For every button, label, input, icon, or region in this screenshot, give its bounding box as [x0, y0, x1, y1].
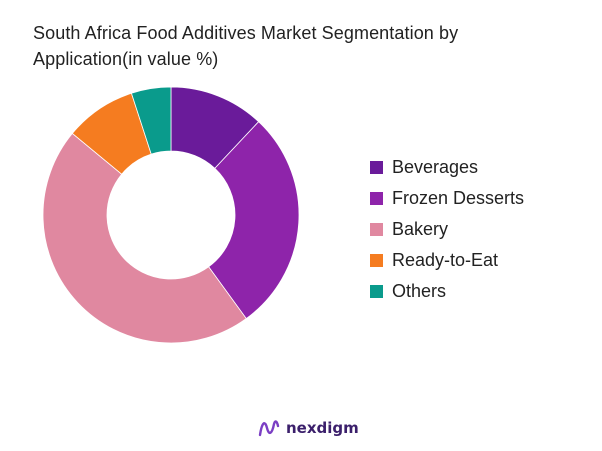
nexdigm-logo-icon: [258, 420, 280, 437]
legend-label: Frozen Desserts: [392, 188, 525, 208]
donut-slice-frozen-desserts: [208, 121, 300, 320]
legend-swatch: [370, 285, 383, 298]
legend-swatch: [370, 192, 383, 205]
legend-item-ready-to-eat: Ready-to-Eat: [370, 245, 524, 276]
brand-footer: nexdigm: [258, 418, 359, 438]
legend-item-beverages: Beverages: [370, 152, 524, 183]
chart-title-line-1: South Africa Food Additives Market Segme…: [33, 23, 459, 43]
legend-swatch: [370, 161, 383, 174]
legend-label: Bakery: [392, 219, 449, 239]
chart-title: South Africa Food Additives Market Segme…: [33, 20, 573, 72]
donut-slice-bakery: [42, 132, 247, 344]
legend-item-others: Others: [370, 276, 524, 307]
legend-label: Beverages: [392, 157, 479, 177]
legend-label: Ready-to-Eat: [392, 250, 499, 270]
chart-legend: Beverages Frozen Desserts Bakery Ready-t…: [370, 152, 524, 307]
legend-swatch: [370, 254, 383, 267]
chart-title-line-2: Application(in value %): [33, 49, 219, 69]
legend-swatch: [370, 223, 383, 236]
legend-item-frozen-desserts: Frozen Desserts: [370, 183, 524, 214]
legend-label: Others: [392, 281, 447, 301]
brand-name: nexdigm: [286, 419, 359, 437]
donut-slice-others: [130, 86, 172, 155]
legend-item-bakery: Bakery: [370, 214, 524, 245]
